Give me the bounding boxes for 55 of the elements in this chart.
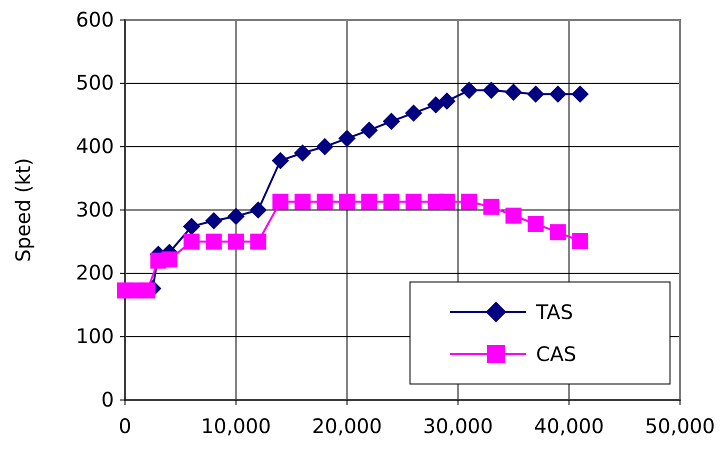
point bbox=[438, 92, 456, 110]
x-tick-label: 10,000 bbox=[201, 414, 271, 438]
point bbox=[382, 112, 400, 130]
x-tick-label: 50,000 bbox=[645, 414, 715, 438]
point bbox=[205, 212, 222, 230]
point bbox=[572, 233, 588, 250]
point bbox=[227, 208, 245, 225]
point bbox=[549, 85, 567, 103]
point bbox=[294, 194, 311, 210]
point bbox=[383, 194, 400, 210]
point bbox=[294, 144, 312, 162]
point bbox=[272, 152, 290, 170]
point bbox=[427, 96, 444, 114]
x-tick-label: 40,000 bbox=[534, 414, 604, 438]
point bbox=[528, 216, 544, 232]
y-tick-label: 300 bbox=[76, 197, 114, 222]
legend-label: TAS bbox=[535, 300, 574, 324]
point bbox=[550, 224, 566, 240]
x-tick-label: 0 bbox=[118, 414, 132, 438]
point bbox=[316, 194, 333, 210]
point bbox=[482, 82, 500, 99]
point bbox=[404, 104, 422, 122]
point bbox=[527, 85, 544, 103]
y-tick-label: 100 bbox=[76, 324, 114, 348]
point bbox=[406, 194, 422, 210]
y-tick-label: 200 bbox=[76, 260, 114, 285]
y-tick-label: 600 bbox=[76, 7, 114, 32]
x-tick-label: 20,000 bbox=[312, 414, 382, 438]
point bbox=[250, 234, 266, 250]
point bbox=[339, 194, 355, 210]
point bbox=[361, 194, 378, 210]
point bbox=[461, 194, 478, 210]
point bbox=[316, 138, 334, 156]
y-tick-label: 400 bbox=[76, 134, 114, 158]
point bbox=[506, 208, 522, 224]
point bbox=[206, 234, 222, 250]
point bbox=[571, 85, 589, 103]
y-axis-title: Speed (kt) bbox=[11, 158, 35, 262]
point bbox=[184, 234, 200, 250]
point bbox=[338, 130, 356, 148]
point bbox=[438, 194, 455, 210]
legend-label: CAS bbox=[536, 342, 576, 366]
point bbox=[250, 201, 267, 219]
point bbox=[228, 234, 244, 250]
point bbox=[272, 194, 288, 210]
point bbox=[504, 84, 522, 101]
point bbox=[182, 218, 200, 236]
point bbox=[360, 122, 378, 139]
point bbox=[161, 251, 178, 268]
point bbox=[460, 82, 478, 99]
y-tick-label: 0 bbox=[101, 387, 114, 412]
point bbox=[483, 198, 500, 215]
y-tick-label: 500 bbox=[76, 70, 114, 95]
x-tick-label: 30,000 bbox=[423, 414, 493, 438]
point bbox=[139, 282, 156, 298]
